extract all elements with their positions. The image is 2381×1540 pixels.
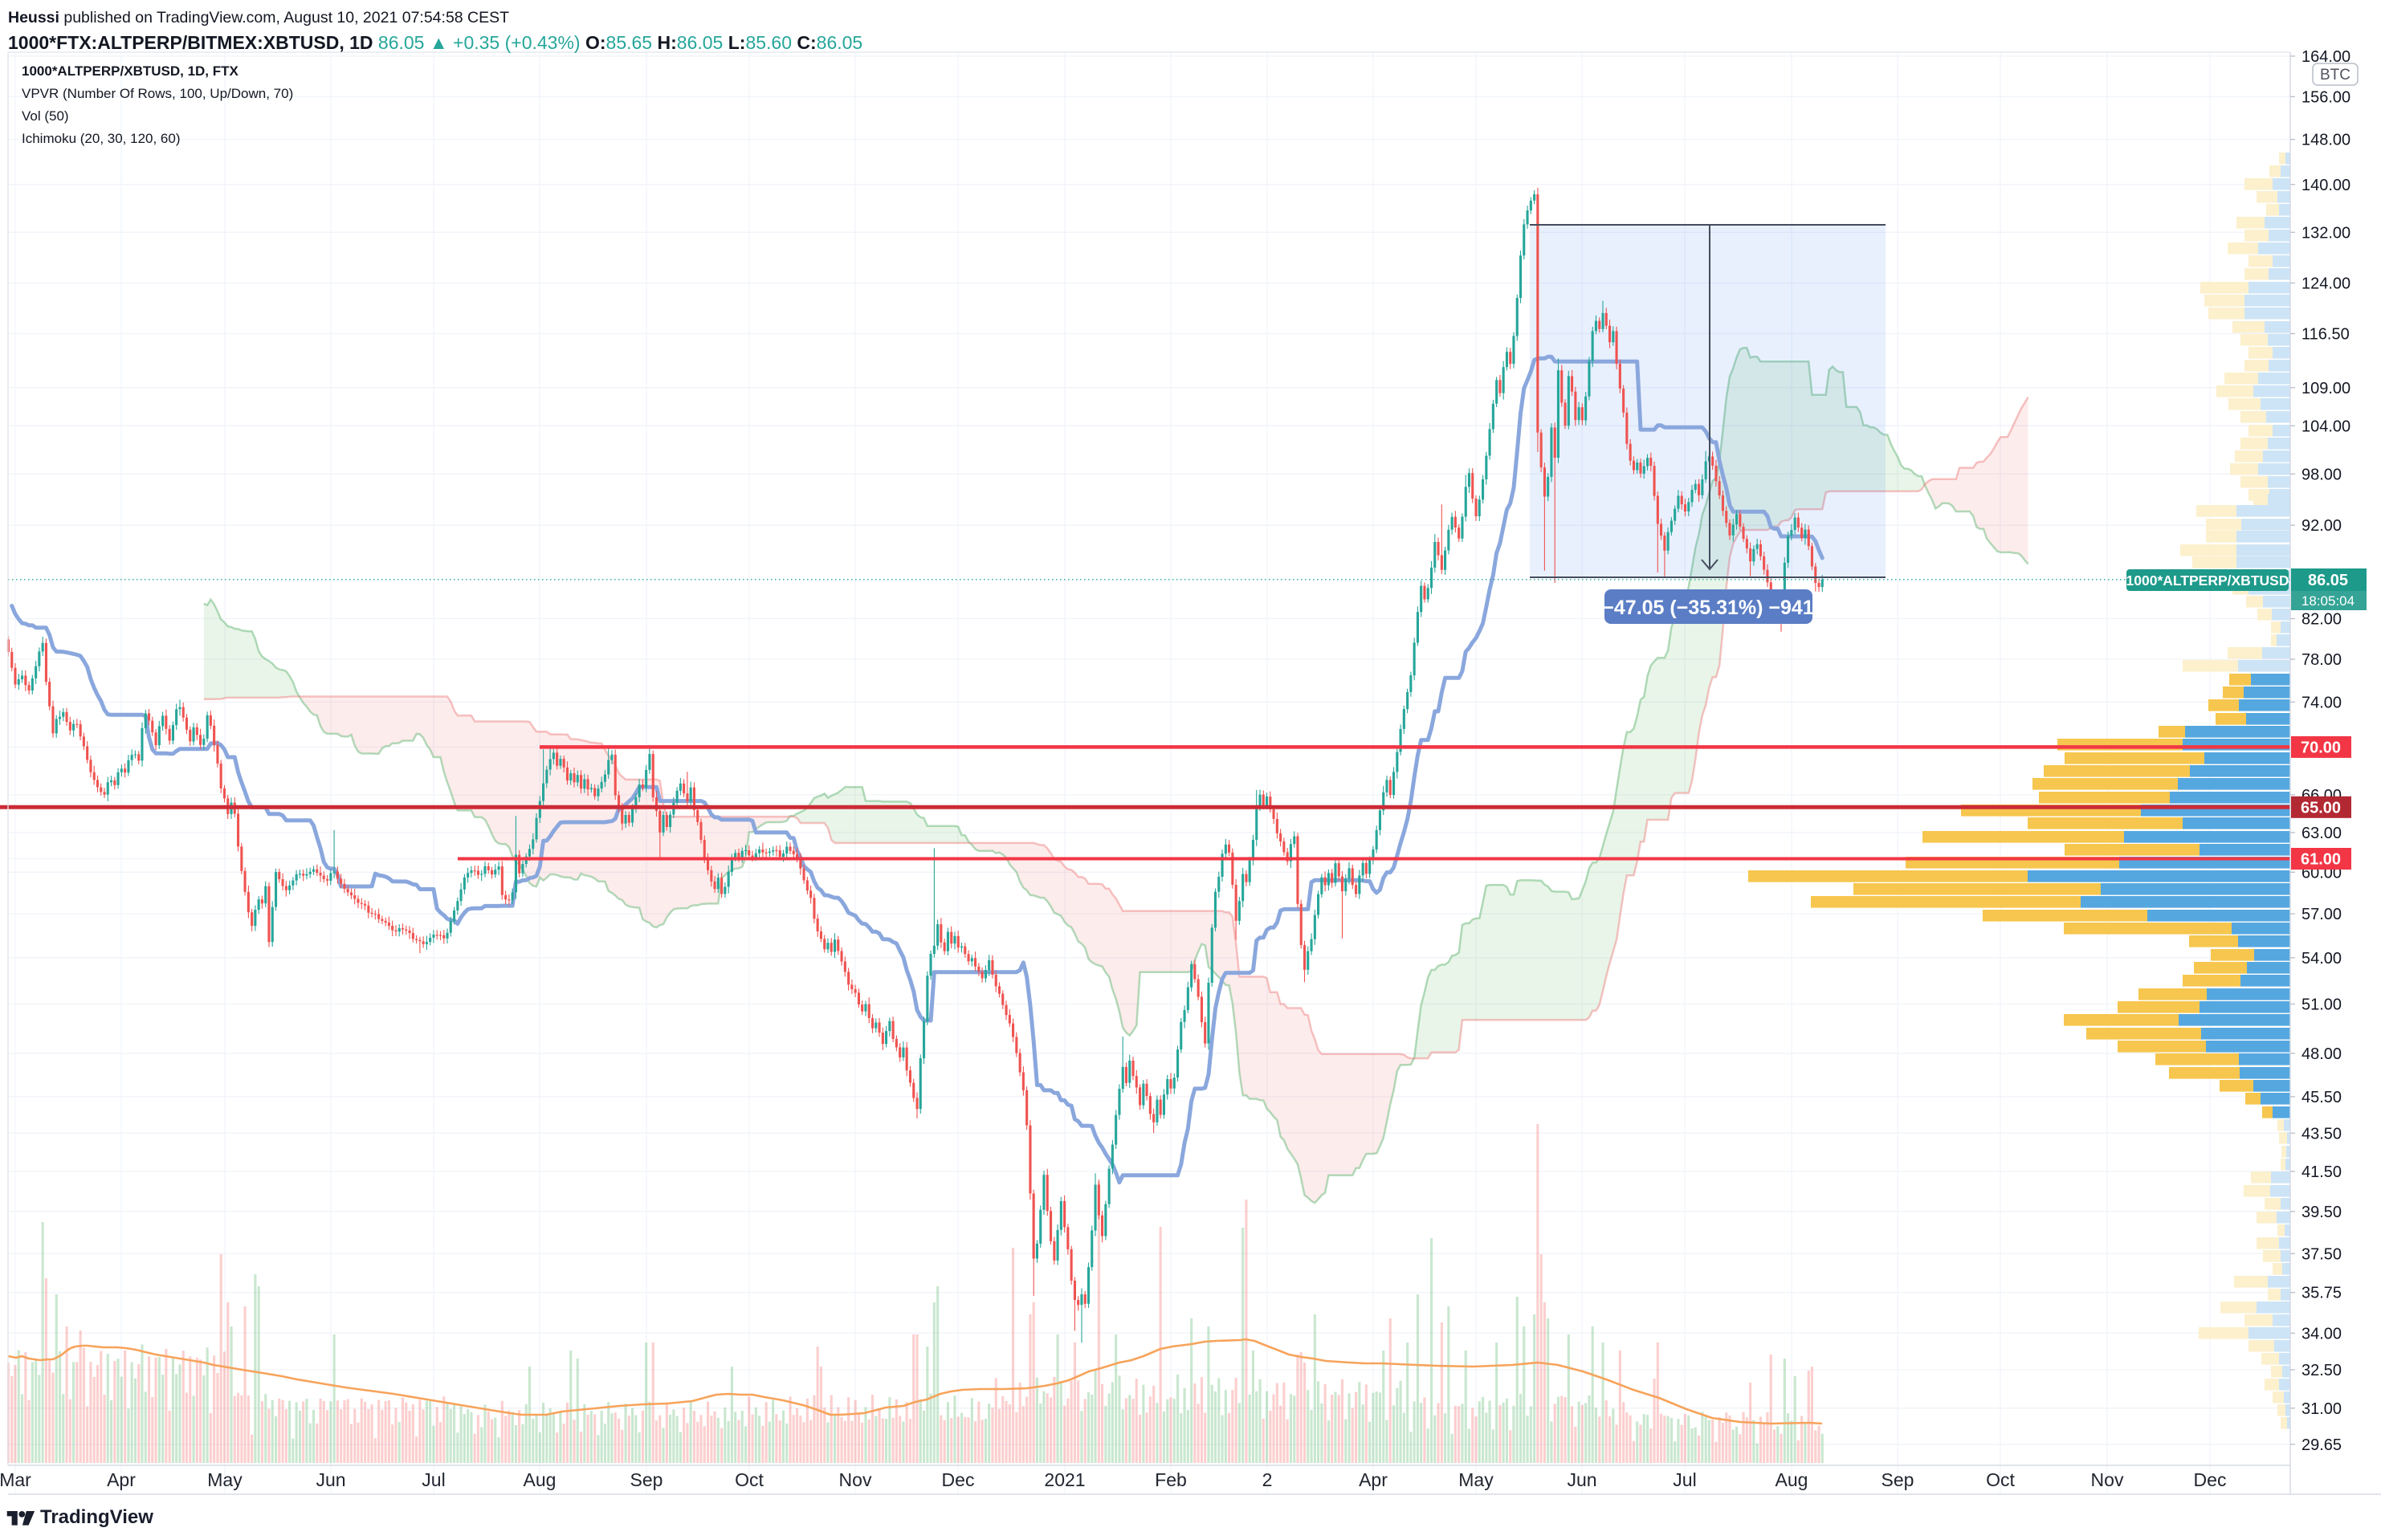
svg-text:65.00: 65.00 xyxy=(2301,799,2341,817)
svg-text:74.00: 74.00 xyxy=(2301,694,2342,711)
svg-text:124.00: 124.00 xyxy=(2301,275,2350,293)
svg-text:98.00: 98.00 xyxy=(2301,466,2342,483)
svg-text:156.00: 156.00 xyxy=(2301,88,2350,106)
svg-text:37.50: 37.50 xyxy=(2301,1245,2342,1263)
svg-text:Heussi published on TradingVie: Heussi published on TradingView.com, Aug… xyxy=(8,9,509,26)
svg-text:109.00: 109.00 xyxy=(2301,380,2350,397)
svg-text:Ichimoku (20, 30, 120, 60): Ichimoku (20, 30, 120, 60) xyxy=(22,131,181,146)
svg-text:Dec: Dec xyxy=(942,1469,975,1490)
svg-text:86.05: 86.05 xyxy=(2308,572,2348,589)
svg-text:Jun: Jun xyxy=(1567,1469,1596,1490)
svg-text:Aug: Aug xyxy=(1776,1469,1808,1490)
svg-text:78.00: 78.00 xyxy=(2301,651,2342,669)
svg-text:48.00: 48.00 xyxy=(2301,1045,2342,1063)
svg-text:Vol (50): Vol (50) xyxy=(22,108,69,124)
svg-text:−47.05 (−35.31%) −941: −47.05 (−35.31%) −941 xyxy=(1602,597,1813,619)
svg-text:164.00: 164.00 xyxy=(2301,48,2350,66)
svg-text:148.00: 148.00 xyxy=(2301,132,2350,149)
svg-text:45.50: 45.50 xyxy=(2301,1089,2342,1106)
svg-text:Sep: Sep xyxy=(1882,1469,1914,1490)
svg-text:32.50: 32.50 xyxy=(2301,1362,2342,1379)
svg-text:Nov: Nov xyxy=(839,1469,872,1490)
svg-text:57.00: 57.00 xyxy=(2301,906,2342,923)
svg-text:51.00: 51.00 xyxy=(2301,996,2342,1014)
svg-text:39.50: 39.50 xyxy=(2301,1204,2342,1221)
svg-text:1000*ALTPERP/XBTUSD, 1D, FTX: 1000*ALTPERP/XBTUSD, 1D, FTX xyxy=(22,63,239,79)
svg-text:31.00: 31.00 xyxy=(2301,1400,2342,1418)
svg-text:70.00: 70.00 xyxy=(2301,739,2341,756)
svg-text:Sep: Sep xyxy=(630,1469,663,1490)
svg-text:2: 2 xyxy=(1262,1469,1273,1490)
svg-text:VPVR (Number Of Rows, 100, Up/: VPVR (Number Of Rows, 100, Up/Down, 70) xyxy=(22,86,293,101)
svg-text:Aug: Aug xyxy=(524,1469,557,1490)
svg-text:BTC: BTC xyxy=(2320,67,2350,84)
svg-text:Jul: Jul xyxy=(1673,1469,1696,1490)
svg-text:May: May xyxy=(207,1469,243,1490)
svg-text:63.00: 63.00 xyxy=(2301,825,2342,842)
svg-text:2021: 2021 xyxy=(1044,1469,1085,1490)
svg-text:1000*ALTPERP/XBTUSD: 1000*ALTPERP/XBTUSD xyxy=(2126,572,2289,589)
svg-text:TradingView: TradingView xyxy=(40,1506,153,1528)
svg-text:92.00: 92.00 xyxy=(2301,517,2342,535)
svg-text:43.50: 43.50 xyxy=(2301,1125,2342,1143)
svg-text:140.00: 140.00 xyxy=(2301,177,2350,194)
svg-text:Apr: Apr xyxy=(107,1469,136,1490)
svg-text:29.65: 29.65 xyxy=(2301,1436,2342,1454)
svg-text:104.00: 104.00 xyxy=(2301,418,2350,435)
svg-text:May: May xyxy=(1458,1469,1494,1490)
svg-text:41.50: 41.50 xyxy=(2301,1163,2342,1181)
svg-text:Nov: Nov xyxy=(2091,1469,2124,1490)
svg-text:Jun: Jun xyxy=(316,1469,345,1490)
svg-text:35.75: 35.75 xyxy=(2301,1285,2342,1302)
svg-text:Jul: Jul xyxy=(422,1469,445,1490)
svg-text:Dec: Dec xyxy=(2194,1469,2227,1490)
svg-text:Oct: Oct xyxy=(735,1469,764,1490)
svg-text:Apr: Apr xyxy=(1359,1469,1388,1490)
svg-text:116.50: 116.50 xyxy=(2301,326,2350,344)
svg-text:Feb: Feb xyxy=(1155,1469,1187,1490)
svg-text:54.00: 54.00 xyxy=(2301,950,2342,968)
svg-text:132.00: 132.00 xyxy=(2301,224,2350,242)
svg-text:18:05:04: 18:05:04 xyxy=(2301,593,2354,609)
svg-text:1000*FTX:ALTPERP/BITMEX:XBTUSD: 1000*FTX:ALTPERP/BITMEX:XBTUSD, 1D 86.05… xyxy=(8,32,862,53)
svg-text:82.00: 82.00 xyxy=(2301,611,2342,629)
svg-text:34.00: 34.00 xyxy=(2301,1325,2342,1342)
svg-text:Oct: Oct xyxy=(1986,1469,2015,1490)
svg-text:Mar: Mar xyxy=(0,1469,31,1490)
svg-text:61.00: 61.00 xyxy=(2301,851,2341,869)
